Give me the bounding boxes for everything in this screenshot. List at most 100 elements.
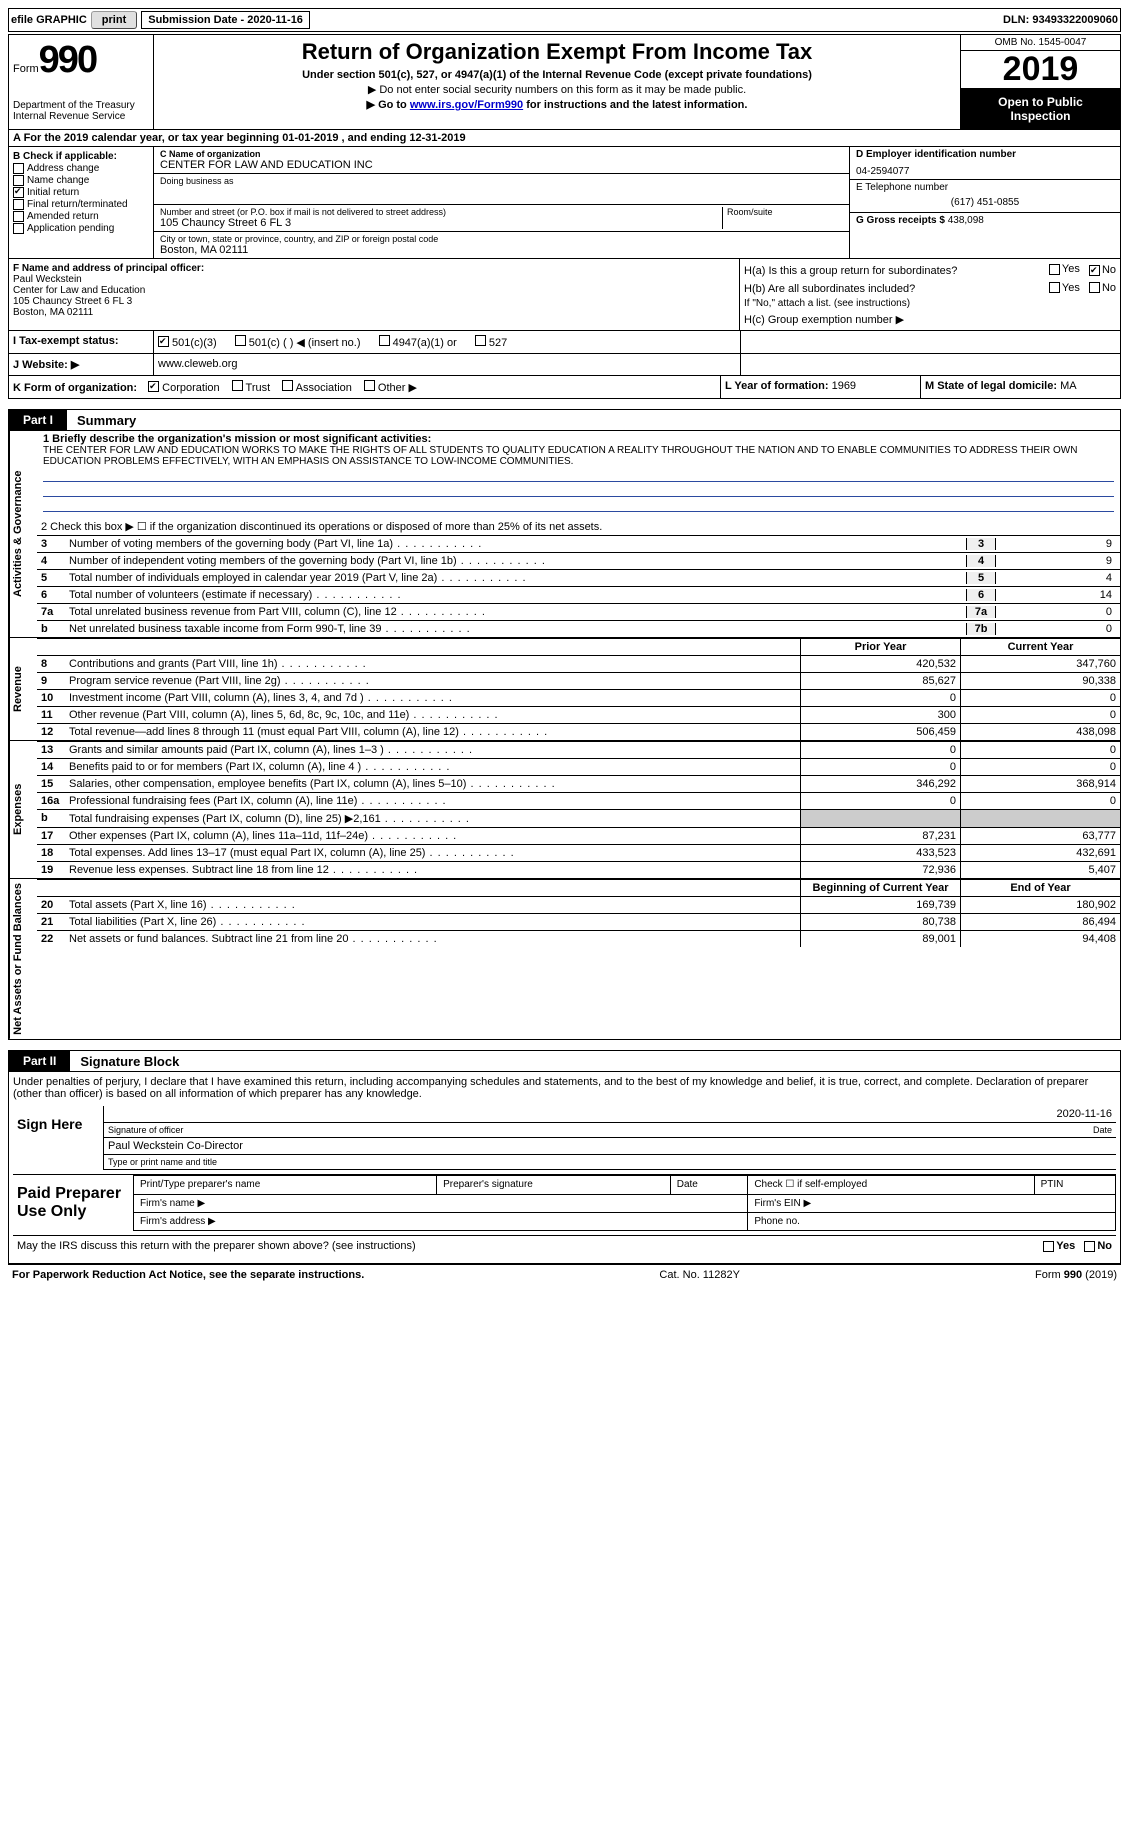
checkbox-icon[interactable] (379, 335, 390, 346)
checkbox-icon[interactable] (475, 335, 486, 346)
part1-title: Summary (67, 413, 136, 428)
gross-cell: G Gross receipts $ 438,098 (850, 213, 1120, 245)
checkbox-icon[interactable] (13, 187, 24, 198)
print-button[interactable]: print (91, 11, 137, 29)
checkbox-icon[interactable] (1089, 282, 1100, 293)
checkbox-icon[interactable] (364, 380, 375, 391)
box-l: L Year of formation: 1969 (720, 376, 920, 398)
box-h: H(a) Is this a group return for subordin… (740, 259, 1120, 330)
dept-irs: Internal Revenue Service (13, 111, 149, 122)
checkbox-icon[interactable] (13, 199, 24, 210)
form-title: Return of Organization Exempt From Incom… (158, 39, 956, 65)
summary-section: RevenuePrior YearCurrent Year8Contributi… (8, 638, 1121, 741)
part1-header: Part I Summary (8, 409, 1121, 431)
tax-year: 2019 (961, 51, 1120, 89)
summary-section: Net Assets or Fund BalancesBeginning of … (8, 879, 1121, 1040)
page-footer: For Paperwork Reduction Act Notice, see … (8, 1264, 1121, 1285)
form-subtitle: Under section 501(c), 527, or 4947(a)(1)… (158, 69, 956, 81)
checkbox-icon[interactable] (232, 380, 243, 391)
table-row: 15Salaries, other compensation, employee… (37, 775, 1120, 792)
vertical-tab: Revenue (9, 638, 37, 740)
box-i-opts: 501(c)(3) 501(c) ( ) ◀ (insert no.) 4947… (154, 331, 740, 353)
dept-treasury: Department of the Treasury (13, 100, 149, 111)
table-row: 12Total revenue—add lines 8 through 11 (… (37, 723, 1120, 740)
part1-tab: Part I (9, 410, 67, 430)
box-j-row: J Website: ▶ www.cleweb.org (8, 354, 1121, 376)
tel-cell: E Telephone number (617) 451-0855 (850, 180, 1120, 213)
box-b-option: Initial return (13, 187, 149, 198)
box-c: C Name of organization CENTER FOR LAW AN… (154, 147, 850, 258)
website-value: www.cleweb.org (154, 354, 740, 375)
checkbox-icon[interactable] (1043, 1241, 1054, 1252)
dln-label: DLN: 93493322009060 (1003, 14, 1118, 26)
paid-preparer-label: Paid Preparer Use Only (13, 1175, 133, 1231)
omb-number: OMB No. 1545-0047 (961, 35, 1120, 51)
sign-here-grid: Sign Here 2020-11-16 Signature of office… (13, 1106, 1116, 1170)
box-h-c-spacer (740, 331, 1120, 353)
submission-date: Submission Date - 2020-11-16 (141, 11, 310, 29)
checkbox-icon[interactable] (13, 223, 24, 234)
box-m: M State of legal domicile: MA (920, 376, 1120, 398)
table-row: 22Net assets or fund balances. Subtract … (37, 930, 1120, 947)
box-f-h: F Name and address of principal officer:… (8, 259, 1121, 331)
part2-title: Signature Block (70, 1054, 179, 1069)
table-row: bTotal fundraising expenses (Part IX, co… (37, 809, 1120, 827)
summary-section: Activities & Governance1 Briefly describ… (8, 431, 1121, 638)
part2-tab: Part II (9, 1051, 70, 1071)
box-k: K Form of organization: Corporation Trus… (9, 376, 720, 398)
addr-cell: Number and street (or P.O. box if mail i… (154, 205, 849, 232)
checkbox-icon[interactable] (158, 336, 169, 347)
efile-label: efile GRAPHIC (11, 14, 87, 26)
box-b-option: Name change (13, 175, 149, 186)
table-row: 11Other revenue (Part VIII, column (A), … (37, 706, 1120, 723)
table-row: 18Total expenses. Add lines 13–17 (must … (37, 844, 1120, 861)
checkbox-icon[interactable] (282, 380, 293, 391)
part2-header: Part II Signature Block (8, 1050, 1121, 1072)
footer-left: For Paperwork Reduction Act Notice, see … (12, 1269, 364, 1281)
header-right: OMB No. 1545-0047 2019 Open to Public In… (960, 35, 1120, 129)
part1-summary: Activities & Governance1 Briefly describ… (8, 431, 1121, 1040)
checkbox-icon[interactable] (148, 381, 159, 392)
checkbox-icon[interactable] (13, 175, 24, 186)
vertical-tab: Activities & Governance (9, 431, 37, 637)
form-header: Form 990 Department of the Treasury Inte… (8, 34, 1121, 130)
box-b-option: Application pending (13, 223, 149, 234)
org-name-cell: C Name of organization CENTER FOR LAW AN… (154, 147, 849, 174)
box-i-row: I Tax-exempt status: 501(c)(3) 501(c) ( … (8, 331, 1121, 354)
top-bar: efile GRAPHIC print Submission Date - 20… (8, 8, 1121, 32)
form-note-ssn: ▶ Do not enter social security numbers o… (158, 83, 956, 96)
footer-mid: Cat. No. 11282Y (659, 1269, 740, 1281)
table-row: 19Revenue less expenses. Subtract line 1… (37, 861, 1120, 878)
table-row: 16aProfessional fundraising fees (Part I… (37, 792, 1120, 809)
box-j-label: J Website: ▶ (9, 354, 154, 375)
box-b-title: B Check if applicable: (13, 151, 149, 162)
form-note-link: ▶ Go to www.irs.gov/Form990 for instruct… (158, 98, 956, 111)
checkbox-icon[interactable] (1084, 1241, 1095, 1252)
table-row: 10Investment income (Part VIII, column (… (37, 689, 1120, 706)
entity-block: B Check if applicable: Address changeNam… (8, 147, 1121, 259)
box-i-label: I Tax-exempt status: (9, 331, 154, 353)
discuss-row: May the IRS discuss this return with the… (13, 1235, 1116, 1259)
box-d: D Employer identification number 04-2594… (850, 147, 1120, 258)
city-cell: City or town, state or province, country… (154, 232, 849, 258)
table-row: 17Other expenses (Part IX, column (A), l… (37, 827, 1120, 844)
table-row: 8Contributions and grants (Part VIII, li… (37, 655, 1120, 672)
checkbox-icon[interactable] (1049, 264, 1060, 275)
header-center: Return of Organization Exempt From Incom… (154, 35, 960, 129)
checkbox-icon[interactable] (1089, 265, 1100, 276)
checkbox-icon[interactable] (1049, 282, 1060, 293)
form-word: Form (13, 63, 39, 75)
irs-link[interactable]: www.irs.gov/Form990 (410, 99, 523, 111)
dba-cell: Doing business as (154, 174, 849, 205)
checkbox-icon[interactable] (235, 335, 246, 346)
checkbox-icon[interactable] (13, 211, 24, 222)
table-row: 20Total assets (Part X, line 16)169,7391… (37, 896, 1120, 913)
footer-right: Form 990 (2019) (1035, 1269, 1117, 1281)
box-b-option: Final return/terminated (13, 199, 149, 210)
paid-preparer-grid: Paid Preparer Use Only Print/Type prepar… (13, 1174, 1116, 1231)
checkbox-icon[interactable] (13, 163, 24, 174)
table-row: 14Benefits paid to or for members (Part … (37, 758, 1120, 775)
vertical-tab: Net Assets or Fund Balances (9, 879, 37, 1039)
summary-section: Expenses13Grants and similar amounts pai… (8, 741, 1121, 879)
sign-here-label: Sign Here (13, 1106, 103, 1170)
